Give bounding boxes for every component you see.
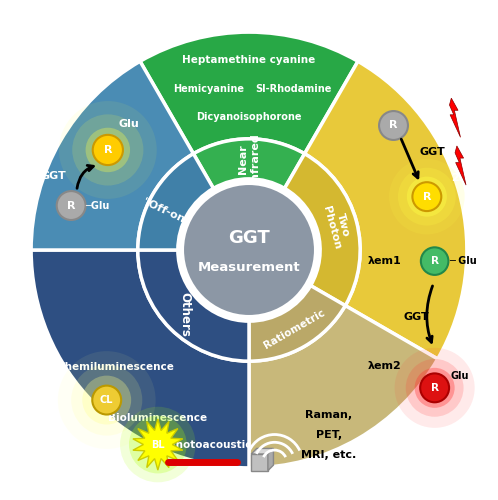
Polygon shape <box>251 448 273 454</box>
Polygon shape <box>133 419 183 470</box>
Circle shape <box>92 386 121 414</box>
Circle shape <box>182 184 316 316</box>
Text: R: R <box>431 383 439 393</box>
Text: Raman,: Raman, <box>305 410 353 420</box>
Text: SI-Rhodamine: SI-Rhodamine <box>255 84 332 94</box>
Polygon shape <box>251 454 268 470</box>
Text: Measurement: Measurement <box>198 262 300 274</box>
Text: Glu: Glu <box>450 370 469 380</box>
Circle shape <box>59 101 157 199</box>
Text: R: R <box>423 192 431 202</box>
Polygon shape <box>268 448 273 470</box>
Wedge shape <box>138 250 249 361</box>
Circle shape <box>407 176 447 216</box>
Wedge shape <box>249 306 438 468</box>
Text: Heptamethine cyanine: Heptamethine cyanine <box>182 55 316 65</box>
Circle shape <box>379 111 408 140</box>
Text: CL: CL <box>100 395 114 405</box>
Circle shape <box>120 406 196 482</box>
Text: λem1: λem1 <box>368 256 401 266</box>
Text: PET,: PET, <box>316 430 342 440</box>
Circle shape <box>394 348 475 428</box>
Text: ─ Glu: ─ Glu <box>449 256 477 266</box>
Wedge shape <box>31 250 249 468</box>
Text: ─Glu: ─Glu <box>86 200 110 210</box>
Polygon shape <box>455 146 466 185</box>
Circle shape <box>71 364 142 436</box>
Text: 2hν: 2hν <box>445 102 469 113</box>
Circle shape <box>58 351 155 449</box>
Circle shape <box>389 159 465 234</box>
Wedge shape <box>249 286 345 361</box>
Circle shape <box>415 368 455 408</box>
Text: Near
Infrared: Near Infrared <box>238 134 260 184</box>
Text: λem2: λem2 <box>368 360 401 370</box>
Circle shape <box>412 182 441 211</box>
Text: 2hν: 2hν <box>451 172 474 182</box>
Circle shape <box>420 374 449 402</box>
Text: R: R <box>104 145 112 155</box>
Circle shape <box>72 114 143 186</box>
Text: Hemicyanine: Hemicyanine <box>173 84 245 94</box>
Circle shape <box>421 248 448 275</box>
Text: Photoacoustic: Photoacoustic <box>168 440 252 450</box>
Circle shape <box>398 168 456 226</box>
Text: R: R <box>67 200 75 210</box>
Circle shape <box>93 135 123 165</box>
Text: Two
Photon: Two Photon <box>321 202 353 250</box>
Polygon shape <box>450 98 461 138</box>
Text: Dicyanoisophorone: Dicyanoisophorone <box>196 112 302 122</box>
Circle shape <box>82 376 131 424</box>
Wedge shape <box>138 154 214 250</box>
Wedge shape <box>31 62 193 250</box>
Circle shape <box>86 128 130 172</box>
Wedge shape <box>305 62 467 359</box>
Text: GGT: GGT <box>404 312 430 322</box>
Text: Ratiometric: Ratiometric <box>262 308 327 350</box>
Wedge shape <box>140 32 358 154</box>
Wedge shape <box>284 154 360 306</box>
Wedge shape <box>193 139 305 188</box>
Text: GGT: GGT <box>40 170 66 180</box>
Text: GGT: GGT <box>228 229 270 247</box>
Text: MRI, etc.: MRI, etc. <box>301 450 357 460</box>
Text: Glu: Glu <box>119 120 139 130</box>
Text: R: R <box>431 256 439 266</box>
Circle shape <box>57 191 86 220</box>
Text: "Off-on": "Off-on" <box>141 196 191 226</box>
Text: Bioluminescence: Bioluminescence <box>108 413 207 423</box>
Text: BL: BL <box>151 440 165 450</box>
Circle shape <box>406 359 464 416</box>
Text: Others: Others <box>178 292 191 337</box>
Text: R: R <box>389 120 398 130</box>
Text: GGT: GGT <box>419 147 445 157</box>
Circle shape <box>129 416 187 474</box>
Text: Chemiluminescence: Chemiluminescence <box>57 362 174 372</box>
